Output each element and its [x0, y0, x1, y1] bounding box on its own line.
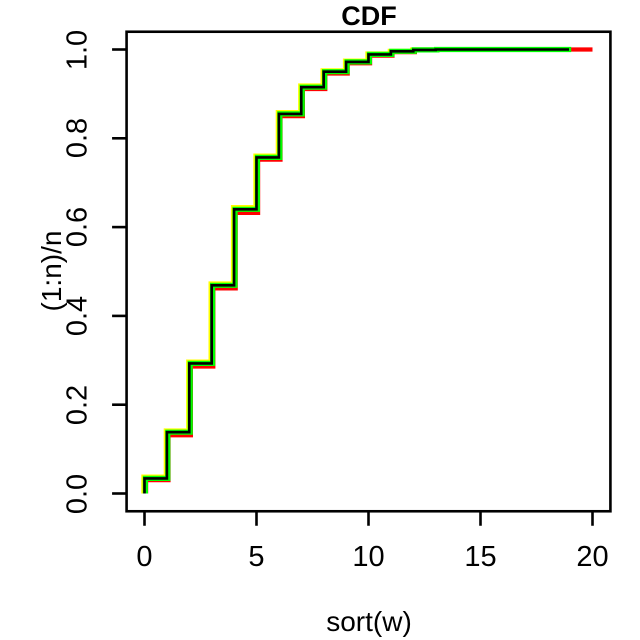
x-axis-ticks: [143, 511, 594, 526]
sample-black-line: [143, 48, 569, 494]
series-lines: [141, 46, 593, 494]
y-tick-label: 0.2: [61, 384, 94, 425]
y-tick-label: 0.0: [61, 473, 94, 514]
y-axis-ticks: [112, 48, 127, 495]
y-tick-label: 1.0: [61, 29, 94, 70]
y-tick-label: 0.8: [61, 118, 94, 159]
sample-red-line: [144, 47, 593, 494]
x-tick-label: 0: [136, 541, 153, 573]
x-axis-title: sort(w): [326, 606, 412, 637]
x-tick-label: 10: [352, 541, 385, 573]
sample-green-line: [142, 46, 572, 494]
plot-box: [125, 30, 612, 513]
x-tick-label: 15: [464, 541, 497, 573]
sample-yellow-line: [141, 47, 567, 494]
x-tick-label: 20: [576, 541, 609, 573]
x-tick-label: 5: [248, 541, 265, 573]
y-tick-label: 0.4: [61, 295, 94, 337]
y-tick-label: 0.6: [61, 206, 94, 248]
chart-title: CDF: [341, 1, 397, 31]
